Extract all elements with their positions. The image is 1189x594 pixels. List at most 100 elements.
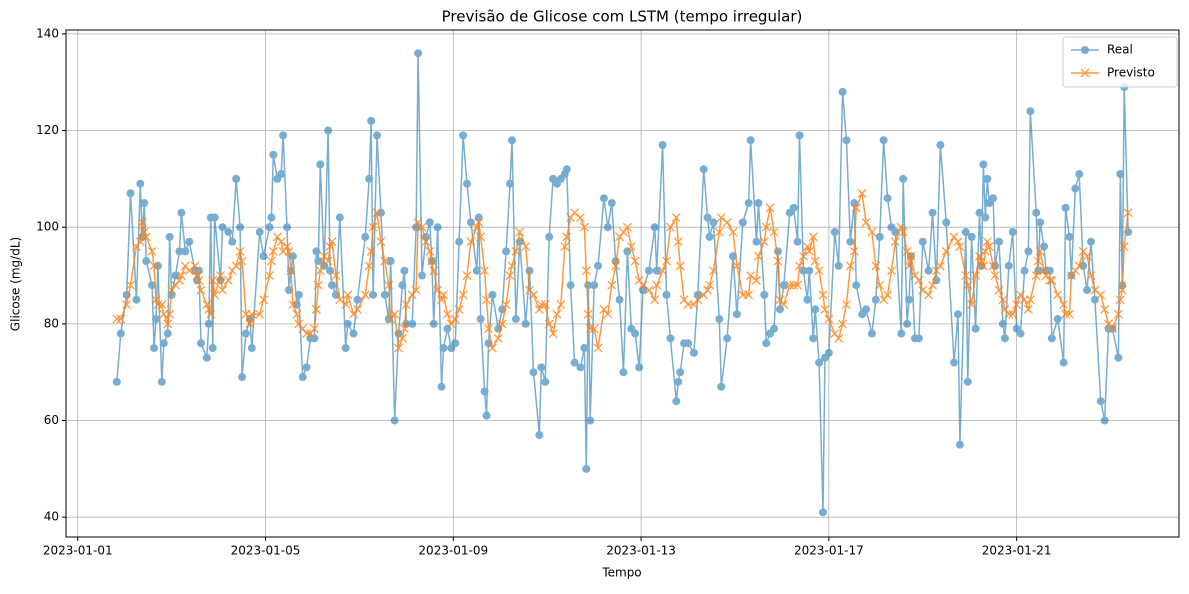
data-point xyxy=(910,271,920,280)
data-point xyxy=(1045,275,1055,285)
data-point xyxy=(634,275,644,285)
data-point xyxy=(773,256,783,266)
data-point xyxy=(673,237,683,247)
data-point xyxy=(279,131,288,140)
data-point xyxy=(306,329,315,338)
data-point xyxy=(429,266,439,276)
data-point xyxy=(570,208,580,218)
data-point xyxy=(988,261,998,271)
data-point xyxy=(1086,271,1096,280)
data-point xyxy=(302,329,312,338)
data-point xyxy=(714,227,724,237)
data-point xyxy=(1066,271,1076,280)
data-point xyxy=(165,309,175,319)
data-point xyxy=(480,387,489,396)
data-point xyxy=(247,344,256,353)
data-point xyxy=(850,199,859,208)
data-point xyxy=(159,339,168,348)
data-point xyxy=(454,304,464,314)
data-point xyxy=(622,222,632,232)
data-point xyxy=(353,295,362,304)
data-point xyxy=(566,213,576,222)
data-point xyxy=(190,261,200,271)
data-point xyxy=(1082,251,1092,261)
data-point xyxy=(662,256,671,266)
data-point xyxy=(247,309,257,319)
data-point xyxy=(1061,309,1071,319)
data-point xyxy=(294,290,303,299)
data-point xyxy=(458,290,468,300)
data-point xyxy=(953,310,962,319)
data-point xyxy=(525,266,534,275)
data-point xyxy=(814,266,824,276)
data-point xyxy=(1115,295,1125,305)
data-point xyxy=(811,305,820,314)
data-point xyxy=(501,300,511,309)
data-point xyxy=(666,334,675,343)
data-point xyxy=(662,290,671,299)
data-point xyxy=(284,246,294,256)
data-point xyxy=(955,242,965,251)
data-point xyxy=(594,261,603,270)
data-point xyxy=(437,382,446,391)
data-point xyxy=(272,232,282,242)
data-point xyxy=(255,309,265,319)
data-point xyxy=(474,217,484,227)
data-point xyxy=(732,261,742,271)
legend-marker xyxy=(1080,68,1090,78)
data-point xyxy=(1096,290,1106,300)
data-point xyxy=(998,295,1008,305)
data-point xyxy=(417,222,427,232)
data-point xyxy=(607,199,616,208)
data-point xyxy=(875,280,885,290)
data-point xyxy=(206,309,216,319)
data-point xyxy=(163,329,172,338)
data-point xyxy=(693,295,703,305)
data-point xyxy=(425,218,434,227)
data-point xyxy=(360,290,370,300)
data-point xyxy=(759,237,769,247)
data-point xyxy=(394,329,403,338)
series xyxy=(112,188,1133,353)
data-point xyxy=(928,280,937,290)
data-point xyxy=(314,257,323,266)
data-point xyxy=(171,271,180,280)
data-point xyxy=(1020,266,1029,275)
data-point xyxy=(331,271,341,280)
data-point xyxy=(883,194,892,203)
data-point xyxy=(650,223,659,232)
data-point xyxy=(942,218,951,227)
data-point xyxy=(323,256,333,266)
x-tick-label: 2023-01-09 xyxy=(418,544,488,558)
data-point xyxy=(192,271,202,280)
data-point xyxy=(705,232,714,241)
data-point xyxy=(429,319,438,328)
data-point xyxy=(548,329,558,338)
data-point xyxy=(493,333,503,343)
data-point xyxy=(529,290,538,300)
data-point xyxy=(315,266,325,276)
data-point xyxy=(163,319,173,329)
data-point xyxy=(582,464,591,473)
data-point xyxy=(879,136,888,145)
data-point xyxy=(208,344,217,353)
data-point xyxy=(534,304,544,314)
data-point xyxy=(770,324,779,333)
data-point xyxy=(324,126,333,135)
data-point xyxy=(589,324,599,334)
data-point xyxy=(157,377,166,386)
data-point xyxy=(752,275,761,285)
data-point xyxy=(995,237,1004,246)
data-point xyxy=(148,281,157,290)
data-point xyxy=(450,314,460,324)
data-point xyxy=(715,315,724,324)
data-point xyxy=(824,314,834,324)
data-point xyxy=(167,285,177,295)
data-point xyxy=(593,343,603,353)
data-point xyxy=(583,309,593,319)
data-point xyxy=(815,358,824,367)
data-point xyxy=(793,237,802,246)
data-point xyxy=(284,286,293,295)
data-point xyxy=(611,261,621,271)
data-point xyxy=(1065,232,1074,241)
